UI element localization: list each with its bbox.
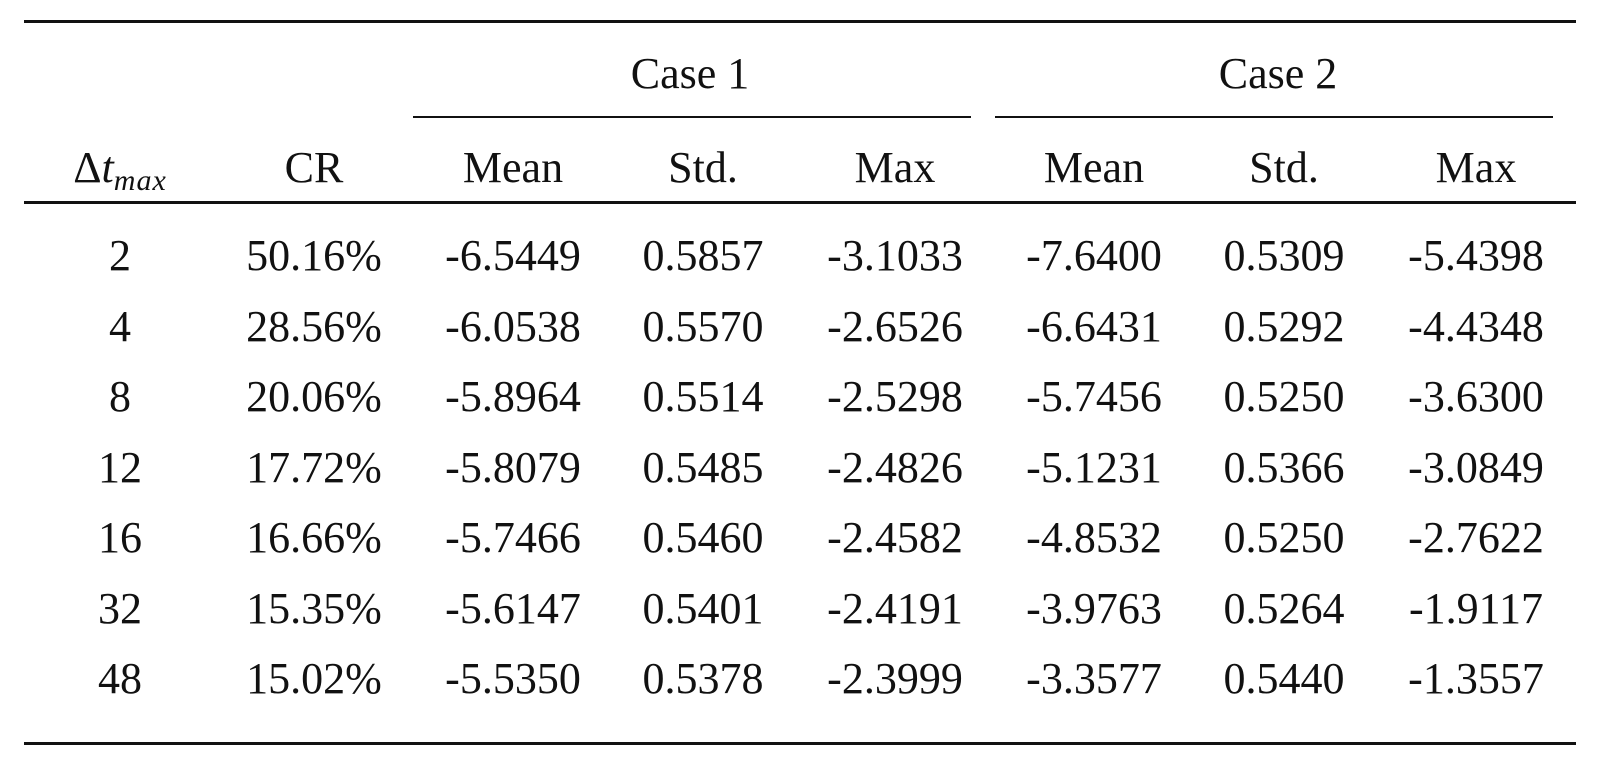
cell-case1-mean: -6.5449 — [445, 231, 581, 280]
cell-case1-max: -2.5298 — [827, 372, 963, 421]
col-header-cr: CR — [284, 143, 344, 192]
cell-case1-max: -3.1033 — [827, 231, 963, 280]
cell-case2-std: 0.5440 — [1223, 654, 1345, 703]
cell-case2-max: -5.4398 — [1408, 231, 1544, 280]
max-subscript: max — [113, 164, 167, 197]
cell-case2-mean: -3.3577 — [1026, 654, 1162, 703]
cell-case1-mean: -5.8079 — [445, 442, 581, 492]
cell-case2-std: 0.5309 — [1223, 231, 1345, 280]
cell-case1-mean: -5.8964 — [445, 372, 581, 421]
col-header-case2-max: Max — [1435, 143, 1517, 192]
cell-case1-std: 0.5401 — [642, 583, 764, 633]
cell-case1-mean: -5.6147 — [445, 583, 581, 633]
cell-case1-std: 0.5460 — [642, 513, 764, 562]
cell-case1-mean: -5.5350 — [445, 654, 581, 703]
cell-cr: 28.56% — [246, 301, 382, 351]
cell-case2-mean: -5.7456 — [1026, 372, 1162, 421]
cell-delta-t-max: 32 — [98, 583, 142, 633]
cell-case1-max: -2.3999 — [827, 654, 963, 703]
col-header-case2-mean: Mean — [1043, 143, 1145, 192]
col-header-delta-t-max: Δtmax — [73, 146, 167, 196]
cell-case1-mean: -5.7466 — [445, 513, 581, 562]
cell-case2-mean: -5.1231 — [1026, 442, 1162, 492]
delta-symbol: Δ — [73, 143, 102, 192]
group-label-case-1: Case 1 — [630, 49, 750, 98]
col-header-case2-std: Std. — [1249, 143, 1319, 192]
cell-case2-mean: -4.8532 — [1026, 513, 1162, 562]
cell-cr: 17.72% — [246, 442, 382, 492]
cell-case1-std: 0.5378 — [642, 654, 764, 703]
header-rule — [24, 201, 1576, 204]
cell-case1-max: -2.4826 — [827, 442, 963, 492]
cell-case1-mean: -6.0538 — [445, 301, 581, 351]
cell-case1-std: 0.5570 — [642, 301, 764, 351]
cell-cr: 15.35% — [246, 583, 382, 633]
cell-case1-max: -2.4191 — [827, 583, 963, 633]
cell-case2-mean: -3.9763 — [1026, 583, 1162, 633]
cell-case1-max: -2.4582 — [827, 513, 963, 562]
cell-case2-std: 0.5366 — [1223, 442, 1345, 492]
cell-case2-std: 0.5250 — [1223, 513, 1345, 562]
cell-case2-max: -4.4348 — [1408, 301, 1544, 351]
col-header-case1-max: Max — [854, 143, 936, 192]
cell-case2-max: -1.3557 — [1408, 654, 1544, 703]
cell-case2-max: -3.6300 — [1408, 372, 1544, 421]
cell-case2-max: -2.7622 — [1408, 513, 1544, 562]
cell-delta-t-max: 16 — [98, 513, 142, 562]
cell-delta-t-max: 48 — [98, 654, 142, 703]
cell-cr: 15.02% — [246, 654, 382, 703]
cell-case2-std: 0.5292 — [1223, 301, 1345, 351]
case-2-group-rule — [995, 116, 1553, 118]
cell-case2-mean: -6.6431 — [1026, 301, 1162, 351]
case-1-group-rule — [413, 116, 971, 118]
col-header-case1-std: Std. — [668, 143, 738, 192]
table-top-rule — [24, 20, 1576, 23]
cell-case1-max: -2.6526 — [827, 301, 963, 351]
cell-delta-t-max: 4 — [109, 301, 131, 351]
col-header-case1-mean: Mean — [462, 143, 564, 192]
cell-delta-t-max: 12 — [98, 442, 142, 492]
cell-case1-std: 0.5514 — [642, 372, 764, 421]
cell-case2-std: 0.5264 — [1223, 583, 1345, 633]
cell-case2-mean: -7.6400 — [1026, 231, 1162, 280]
group-label-case-2: Case 2 — [1218, 49, 1338, 98]
cell-case2-max: -3.0849 — [1408, 442, 1544, 492]
cell-cr: 20.06% — [246, 372, 382, 421]
cell-case2-std: 0.5250 — [1223, 372, 1345, 421]
t-symbol: t — [101, 143, 114, 192]
cell-delta-t-max: 2 — [109, 231, 131, 280]
cell-case2-max: -1.9117 — [1408, 583, 1544, 633]
cell-cr: 16.66% — [246, 513, 382, 562]
cell-cr: 50.16% — [246, 231, 382, 280]
table-bottom-rule — [24, 742, 1576, 745]
cell-case1-std: 0.5857 — [642, 231, 764, 280]
cell-delta-t-max: 8 — [109, 372, 131, 421]
cell-case1-std: 0.5485 — [642, 442, 764, 492]
